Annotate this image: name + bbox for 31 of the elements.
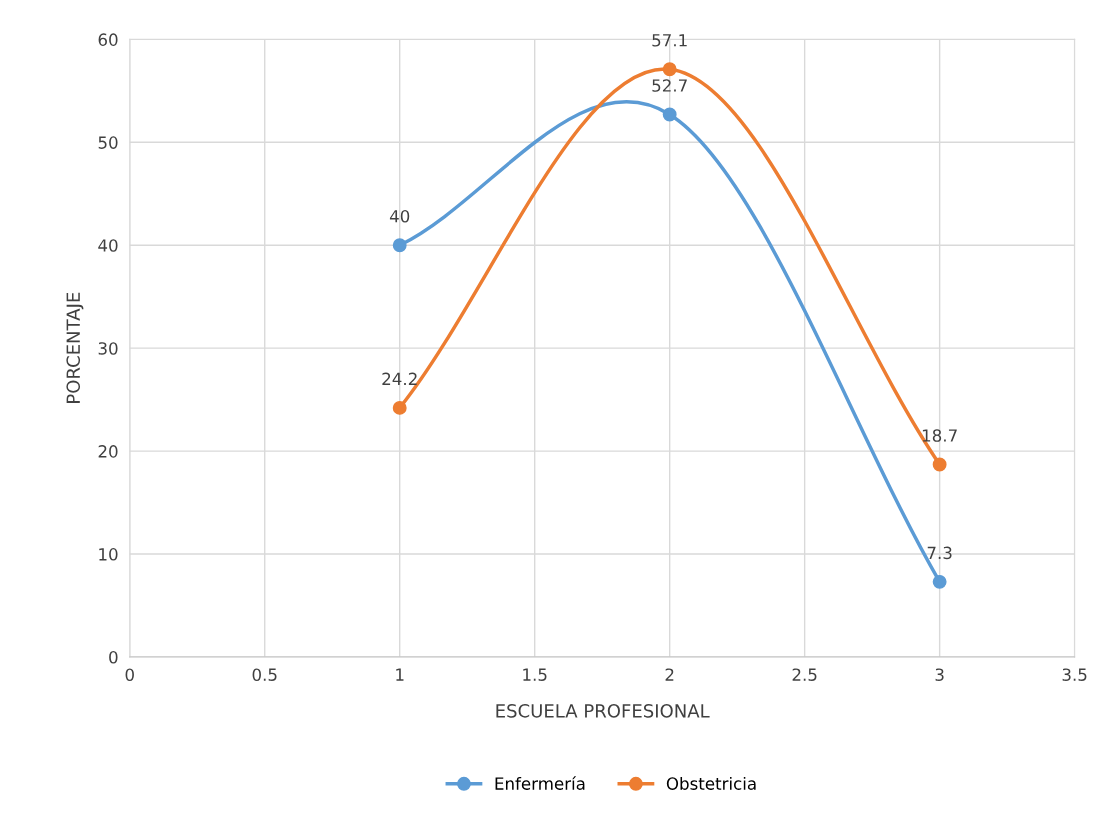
x-axis-title: ESCUELA PROFESIONAL (496, 703, 710, 718)
x-tick-label: 1.5 (523, 668, 547, 681)
data-label: 52.7 (652, 79, 687, 92)
y-tick-label: 10 (99, 548, 118, 561)
y-tick-label: 20 (98, 445, 118, 458)
legend-label: Enfermería (495, 776, 585, 790)
point (932, 457, 947, 472)
x-tick-label: 2 (665, 668, 674, 681)
data-label: 40 (389, 209, 410, 223)
data-label: 24.2 (382, 372, 417, 385)
point (662, 107, 677, 122)
y-tick-label: 60 (98, 33, 118, 46)
y-axis-title: PORCENTAJE (66, 292, 84, 403)
data-label: 18.7 (922, 429, 957, 442)
point (662, 62, 677, 77)
x-tick-label: 1 (396, 668, 404, 681)
legend-label: Obstetricia (666, 776, 756, 790)
x-tick-label: 3.5 (1062, 668, 1087, 681)
point (392, 400, 407, 415)
x-tick-label: 0.5 (252, 668, 277, 681)
y-tick-label: 50 (98, 136, 118, 149)
x-tick-label: 2.5 (792, 668, 817, 681)
y-tick-label: 0 (109, 650, 118, 664)
point (392, 238, 407, 253)
data-label: 7.3 (927, 546, 952, 560)
data-label: 57.1 (652, 34, 687, 47)
y-tick-label: 30 (98, 342, 118, 355)
x-tick-label: 3 (935, 668, 944, 681)
y-tick-label: 40 (98, 239, 118, 252)
x-tick-label: 0 (125, 668, 134, 681)
point (932, 574, 947, 589)
